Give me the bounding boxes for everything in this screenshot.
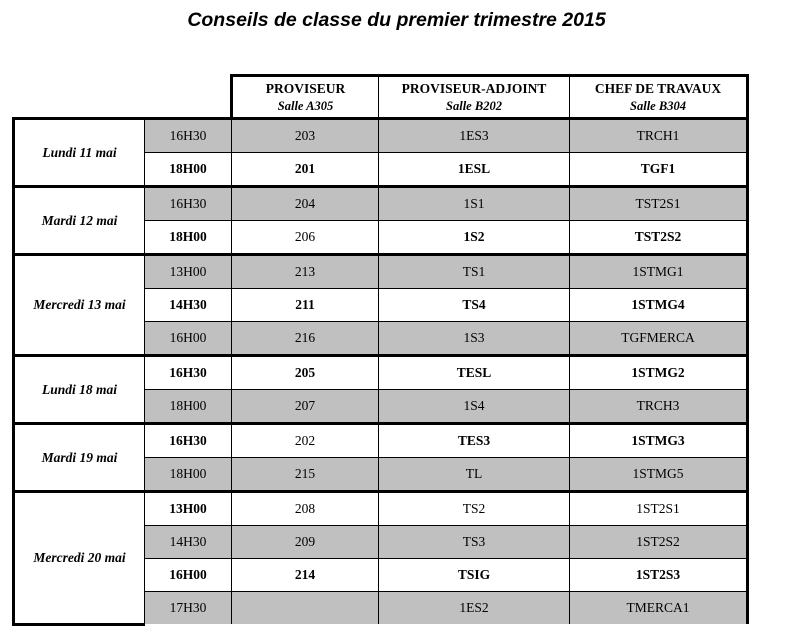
class-cell: TSIG	[378, 558, 570, 592]
time-cell: 13H00	[144, 490, 232, 526]
time-cell: 18H00	[144, 220, 232, 255]
class-cell: 1STMG5	[569, 457, 749, 492]
header-chef-salle: Salle B304	[630, 98, 686, 113]
class-cell: TS3	[378, 525, 570, 559]
header-adjoint-salle: Salle B202	[446, 98, 502, 113]
class-cell: TST2S1	[569, 185, 749, 221]
header-chef-name: CHEF DE TRAVAUX	[594, 81, 722, 97]
class-cell: 1S1	[378, 185, 570, 221]
class-cell: TS2	[378, 490, 570, 526]
room-cell: 211	[231, 288, 379, 322]
class-cell: 1ES2	[378, 591, 570, 624]
header-spacer-day	[14, 76, 145, 119]
table-row: 18H00 206 1S2 TST2S2	[14, 220, 749, 255]
time-cell: 16H00	[144, 321, 232, 356]
class-cell: 1ST2S2	[569, 525, 749, 559]
time-cell: 18H00	[144, 457, 232, 492]
table-row: Mercredi 20 mai 13H00 208 TS2 1ST2S1	[12, 490, 749, 626]
header-chef: CHEF DE TRAVAUX Salle B304	[569, 74, 749, 120]
class-cell: TST2S2	[569, 220, 749, 255]
class-cell: TS4	[378, 288, 570, 322]
schedule-table: PROVISEUR Salle A305 PROVISEUR-ADJOINT S…	[12, 74, 749, 626]
header-row: PROVISEUR Salle A305 PROVISEUR-ADJOINT S…	[14, 74, 749, 120]
class-cell: TS1	[378, 253, 570, 289]
time-cell: 13H00	[144, 253, 232, 289]
header-proviseur-name: PROVISEUR	[265, 81, 346, 97]
day-cell: Mardi 12 mai	[12, 185, 145, 255]
class-cell: 1STMG4	[569, 288, 749, 322]
class-cell: 1S3	[378, 321, 570, 356]
table-row: Lundi 18 mai 16H30 205 TESL 1STMG2	[12, 354, 749, 424]
class-cell: 1ST2S1	[569, 490, 749, 526]
class-cell: TL	[378, 457, 570, 492]
class-cell: 1STMG1	[569, 253, 749, 289]
day-cell: Mercredi 20 mai	[12, 490, 145, 626]
class-cell: 1ES3	[378, 117, 570, 153]
time-cell: 16H30	[144, 422, 232, 458]
time-cell: 16H00	[144, 558, 232, 592]
table-row: 18H00 207 1S4 TRCH3	[14, 389, 749, 424]
day-cell: Lundi 18 mai	[12, 354, 145, 424]
room-cell: 213	[231, 253, 379, 289]
class-cell: TRCH1	[569, 117, 749, 153]
header-spacer-time	[145, 76, 232, 119]
table-row: 18H00 215 TL 1STMG5	[14, 457, 749, 492]
class-cell: 1S2	[378, 220, 570, 255]
page-title: Conseils de classe du premier trimestre …	[187, 9, 606, 31]
room-cell: 216	[231, 321, 379, 356]
day-cell: Mercredi 13 mai	[12, 253, 145, 356]
table-row: Mardi 12 mai 16H30 204 1S1 TST2S1	[12, 185, 749, 255]
table-row: 16H00 216 1S3 TGFMERCA	[14, 321, 749, 356]
time-cell: 16H30	[144, 185, 232, 221]
time-cell: 14H30	[144, 525, 232, 559]
table-row: Mercredi 13 mai 13H00 213 TS1 1STMG1	[12, 253, 749, 356]
time-cell: 18H00	[144, 389, 232, 424]
table-row: 16H00 214 TSIG 1ST2S3	[14, 558, 749, 592]
day-cell: Lundi 11 mai	[12, 117, 145, 187]
header-proviseur-salle: Salle A305	[277, 98, 334, 113]
time-cell: 16H30	[144, 117, 232, 153]
room-cell: 205	[231, 354, 379, 390]
room-cell: 214	[231, 558, 379, 592]
document: { "title": "Conseils de classe du premie…	[0, 9, 793, 626]
header-proviseur: PROVISEUR Salle A305	[230, 74, 379, 120]
room-cell: 202	[231, 422, 379, 458]
day-cell: Mardi 19 mai	[12, 422, 145, 492]
time-cell: 16H30	[144, 354, 232, 390]
class-cell: 1S4	[378, 389, 570, 424]
class-cell: TGF1	[569, 152, 749, 187]
room-cell: 209	[231, 525, 379, 559]
room-cell: 206	[231, 220, 379, 255]
table-row: 14H30 211 TS4 1STMG4	[14, 288, 749, 322]
header-adjoint-name: PROVISEUR-ADJOINT	[401, 81, 547, 97]
class-cell: TMERCA1	[569, 591, 749, 624]
time-cell: 18H00	[144, 152, 232, 187]
header-adjoint: PROVISEUR-ADJOINT Salle B202	[378, 74, 570, 120]
class-cell: 1STMG2	[569, 354, 749, 390]
class-cell: TES3	[378, 422, 570, 458]
class-cell: TESL	[378, 354, 570, 390]
room-cell: 204	[231, 185, 379, 221]
table-row: 18H00 201 1ESL TGF1	[14, 152, 749, 187]
room-cell: 203	[231, 117, 379, 153]
room-cell: 201	[231, 152, 379, 187]
table-row: 14H30 209 TS3 1ST2S2	[14, 525, 749, 559]
class-cell: TRCH3	[569, 389, 749, 424]
class-cell: 1ESL	[378, 152, 570, 187]
time-cell: 14H30	[144, 288, 232, 322]
room-cell	[231, 591, 379, 624]
class-cell: 1STMG3	[569, 422, 749, 458]
time-cell: 17H30	[144, 591, 232, 624]
room-cell: 208	[231, 490, 379, 526]
table-row: Mardi 19 mai 16H30 202 TES3 1STMG3	[12, 422, 749, 492]
table-row: Lundi 11 mai 16H30 203 1ES3 TRCH1	[12, 117, 749, 187]
class-cell: TGFMERCA	[569, 321, 749, 356]
room-cell: 207	[231, 389, 379, 424]
room-cell: 215	[231, 457, 379, 492]
class-cell: 1ST2S3	[569, 558, 749, 592]
